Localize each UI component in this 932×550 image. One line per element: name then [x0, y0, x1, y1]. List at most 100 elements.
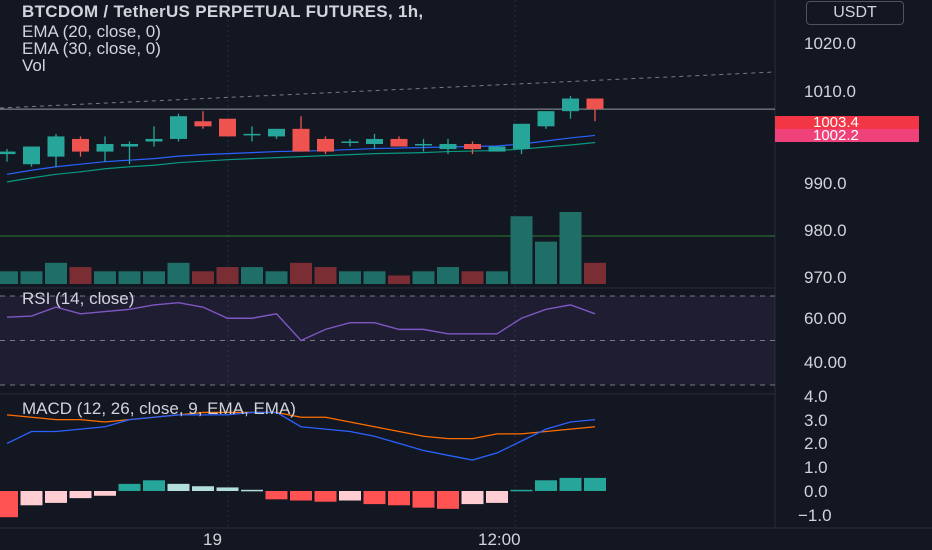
second-price-tag: 1002.2: [775, 128, 919, 143]
time-tick-label: 19: [203, 530, 222, 549]
volume-legend[interactable]: Vol: [22, 56, 46, 75]
candle-body: [72, 138, 89, 152]
volume-bar: [559, 212, 582, 284]
macd-tick-label: 3.0: [804, 411, 828, 430]
macd-tick-label: −1.0: [798, 506, 832, 525]
price-tick-label: 1020.0: [804, 34, 856, 53]
volume-bar: [241, 267, 263, 284]
macd-tick-label: 4.0: [804, 387, 828, 406]
price-tick-label: 970.0: [804, 268, 847, 287]
macd-histogram-bar: [388, 491, 410, 506]
volume-bar: [486, 271, 508, 284]
volume-bar: [290, 262, 312, 284]
candle-body: [537, 111, 555, 127]
candle-body: [488, 146, 506, 152]
candle-body: [194, 121, 212, 127]
price-tick-label: 980.0: [804, 221, 847, 240]
chart-title: BTCDOM / TetherUS PERPETUAL FUTURES, 1h,: [22, 2, 424, 21]
macd-histogram-bar: [45, 491, 67, 503]
macd-tick-label: 1.0: [804, 458, 828, 477]
candle-body: [317, 138, 334, 152]
macd-histogram-bar: [290, 491, 312, 501]
candle-body: [562, 98, 579, 112]
macd-histogram-bar: [363, 491, 386, 505]
candle-body: [464, 144, 481, 150]
price-tick-label: 1010.0: [804, 82, 856, 101]
candle-body: [23, 146, 40, 165]
volume-bar: [118, 271, 141, 284]
candle-body: [219, 118, 236, 137]
rsi-legend[interactable]: RSI (14, close): [22, 289, 135, 308]
volume-bar: [339, 271, 361, 284]
volume-bar: [388, 275, 410, 284]
volume-bar: [167, 262, 190, 284]
candle-body: [47, 136, 65, 157]
candle-body: [243, 133, 261, 136]
volume-bar: [265, 271, 288, 284]
volume-bar: [584, 262, 606, 284]
macd-histogram-bar: [559, 477, 582, 491]
macd-histogram-bar: [339, 491, 361, 501]
macd-histogram-bar: [510, 489, 533, 492]
macd-legend[interactable]: MACD (12, 26, close, 9, EMA, EMA): [22, 399, 296, 418]
candle-body: [439, 144, 457, 150]
candle-body: [121, 144, 138, 147]
macd-histogram-bar: [20, 491, 43, 506]
volume-bar: [45, 262, 67, 284]
candle-body: [96, 144, 114, 152]
volume-bar: [314, 267, 337, 284]
volume-bar: [412, 271, 435, 284]
macd-line: [6, 411, 596, 461]
macd-histogram-bar: [412, 491, 435, 508]
macd-histogram-bar: [241, 489, 263, 492]
time-tick-label: 12:00: [478, 530, 521, 549]
candle-body: [415, 144, 432, 146]
volume-bar: [216, 267, 239, 284]
macd-tick-label: 0.0: [804, 482, 828, 501]
macd-tick-label: 2.0: [804, 434, 828, 453]
macd-histogram-bar: [584, 477, 606, 491]
ema20-legend[interactable]: EMA (20, close, 0): [22, 22, 161, 41]
macd-histogram-bar: [167, 483, 190, 491]
volume-bar: [461, 271, 484, 284]
volume-bar: [94, 271, 116, 284]
rsi-band: [0, 296, 775, 385]
candle-body: [390, 138, 408, 147]
volume-bar: [510, 216, 533, 284]
candle-body: [292, 128, 310, 152]
volume-bar: [437, 267, 459, 284]
macd-histogram-bar: [535, 480, 557, 491]
macd-histogram-bar: [143, 480, 165, 491]
rsi-tick-label: 60.00: [804, 309, 847, 328]
volume-bar: [0, 271, 18, 284]
rsi-line: [6, 301, 596, 342]
candle-body: [586, 98, 604, 110]
macd-histogram-bar: [486, 491, 508, 503]
price-tick-label: 990.0: [804, 174, 847, 193]
ema30-legend[interactable]: EMA (30, close, 0): [22, 39, 161, 58]
volume-bar: [192, 271, 214, 284]
volume-bar: [535, 241, 557, 284]
trend-line: [0, 71, 776, 109]
candle-body: [170, 116, 187, 139]
candle-body: [0, 151, 16, 155]
macd-histogram-bar: [216, 487, 239, 491]
macd-histogram-bar: [0, 491, 18, 518]
volume-bar: [69, 267, 92, 284]
macd-histogram-bar: [69, 491, 92, 499]
macd-histogram-bar: [118, 483, 141, 491]
macd-histogram-bar: [94, 491, 116, 496]
currency-selector[interactable]: USDT: [806, 1, 904, 25]
volume-bar: [363, 271, 386, 284]
candle-body: [341, 141, 359, 143]
last-price-tag: 1003.4: [775, 115, 919, 130]
candle-body: [513, 123, 530, 150]
macd-signal-line: [6, 411, 596, 440]
macd-histogram-bar: [265, 491, 288, 500]
macd-histogram-bar: [461, 491, 484, 505]
rsi-tick-label: 40.00: [804, 353, 847, 372]
volume-bar: [20, 271, 43, 284]
candle-body: [145, 138, 163, 142]
macd-histogram-bar: [192, 486, 214, 491]
